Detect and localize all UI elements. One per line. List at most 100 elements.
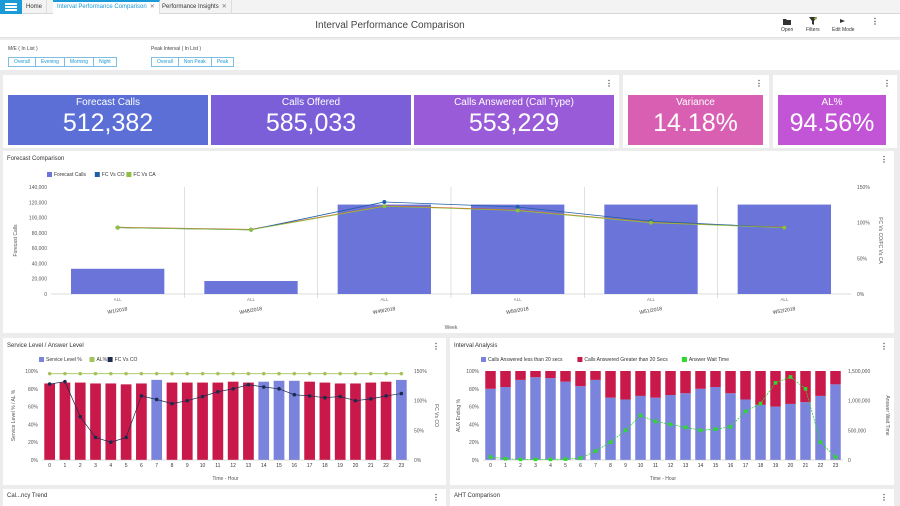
tab-bar: Home Interval Performance Comparison ✕ Pe… [0,0,900,14]
y-tick-label: 60,000 [32,246,48,252]
point-answer-wait-time [608,440,613,444]
point-fc-vs-co [139,394,144,398]
x-tick-label: 3 [94,463,97,469]
bar-service-level [273,380,285,460]
point-fc-vs-co [63,379,67,384]
edit-mode-button[interactable]: Edit Mode [832,17,855,33]
x-tick-label: 3 [534,463,537,469]
x-tick-label: 2 [519,463,522,469]
panel-menu-icon[interactable]: ⋮ [755,79,763,88]
point-al [384,371,388,376]
tab-home[interactable]: Home [22,0,48,14]
bar-service-level [166,382,178,460]
x-tick-label: 15 [276,463,282,469]
point-al [154,371,159,376]
peak-filter-overall[interactable]: Overall [152,58,179,66]
x-tick-label: 18 [758,463,764,469]
forecast-comparison-panel: Forecast Comparison ⋮ Forecast Calls FC V… [3,151,894,333]
x-tick-label: 10 [200,463,206,469]
edit-mode-icon [840,19,846,23]
more-options-icon[interactable]: ⋮ [871,17,879,26]
point-answer-wait-time [533,457,538,462]
y-tick-label: 100% [25,369,38,375]
point-answer-wait-time [488,455,493,459]
hamburger-menu-icon[interactable] [0,0,22,14]
peak-filter-non-peak[interactable]: Non Peak [178,58,212,66]
bar-forecast-calls [71,268,165,294]
point-al [338,371,342,376]
panel-menu-icon[interactable]: ⋮ [432,493,440,502]
close-icon[interactable]: ✕ [149,4,155,10]
bar-service-level [350,383,361,460]
point-answer-wait-time [728,424,733,429]
point-fc-vs-co [93,435,98,440]
panel-menu-icon[interactable]: ⋮ [883,79,891,88]
bar-service-level [304,381,315,460]
point-al [185,371,190,376]
point-fc-vs-ca [515,208,520,213]
y-tick-label: 80% [469,387,480,393]
kpi-calls-answered: Calls Answered (Call Type) 553,229 [414,95,614,145]
me-filter-night[interactable]: Night [94,58,116,66]
kpi-value: 512,382 [62,109,154,137]
x-tick-label: 5 [564,463,567,469]
y-axis-label: Service Level % / AL % [11,389,17,441]
forecast-comparison-chart: Forecast Calls FC Vs CO FC Vs CA 0 20,000 40,… [13,172,883,331]
bar-answered-over-20s [560,371,571,382]
legend-label: FC Vs CA [133,172,156,178]
filter-bar: M/E ( In List ) Overall Evening Morning … [0,40,900,70]
x-tick-label: 19 [773,463,779,469]
bar-answered-under-20s [530,377,541,460]
legend-swatch [47,172,52,177]
point-al [47,371,52,376]
x-tick-label: 8 [171,463,174,469]
me-filter-morning[interactable]: Morning [64,58,94,66]
panel-title: Cal...ncy Trend [7,493,48,499]
x-tick-label: 1 [504,463,507,469]
legend-swatch [681,357,687,362]
bar-answered-under-20s [830,384,841,460]
page-title: Interval Performance Comparison [315,20,465,31]
interval-analysis-chart: Calls Answered less than 20 secs Calls An… [456,357,890,482]
point-answer-wait-time [758,401,763,406]
peak-filter-peak[interactable]: Peak [211,58,234,66]
kpi-value: 94.56% [789,109,875,137]
y2-tick-label: 100% [414,399,427,405]
x-tick-label: 6 [579,463,582,469]
point-fc-vs-ca [782,225,787,230]
tab-performance-insights[interactable]: Performance Insights ✕ [158,0,232,14]
bar-service-level [319,382,331,460]
panel-menu-icon[interactable]: ⋮ [432,342,440,351]
x-tick-label: 0 [489,463,492,469]
close-icon[interactable]: ✕ [221,4,227,10]
folder-icon [783,19,792,25]
x-tick-label: 20 [788,463,794,469]
bar-answered-over-20s [815,371,826,396]
filters-button[interactable]: Filters [806,17,820,33]
open-button[interactable]: Open [781,17,793,33]
y-tick-label: 0% [472,458,480,464]
tab-interval-performance-comparison[interactable]: Interval Performance Comparison ✕ [53,0,160,14]
point-answer-wait-time [503,457,508,461]
point-fc-vs-co [109,440,113,444]
bar-answered-over-20s [485,371,496,389]
point-fc-vs-co [185,398,190,403]
point-fc-vs-co [154,397,159,402]
me-filter-overall[interactable]: Overall [9,58,36,66]
panel-menu-icon[interactable]: ⋮ [880,493,888,502]
x-tick-label: 16 [728,463,734,469]
bar-service-level [90,383,101,460]
bar-answered-under-20s [575,386,586,460]
point-fc-vs-co [231,387,235,391]
x-tick-label: 7 [594,463,597,469]
me-filter-evening[interactable]: Evening [35,58,65,66]
x-tick-label: 16 [292,463,298,469]
panel-menu-icon[interactable]: ⋮ [880,342,888,351]
panel-menu-icon[interactable]: ⋮ [605,79,613,88]
bar-answered-over-20s [545,371,556,379]
y-tick-label: 20% [28,440,39,446]
panel-menu-icon[interactable]: ⋮ [880,155,888,164]
point-answer-wait-time [788,375,793,379]
bar-answered-over-20s [725,371,736,394]
point-al [170,371,174,376]
